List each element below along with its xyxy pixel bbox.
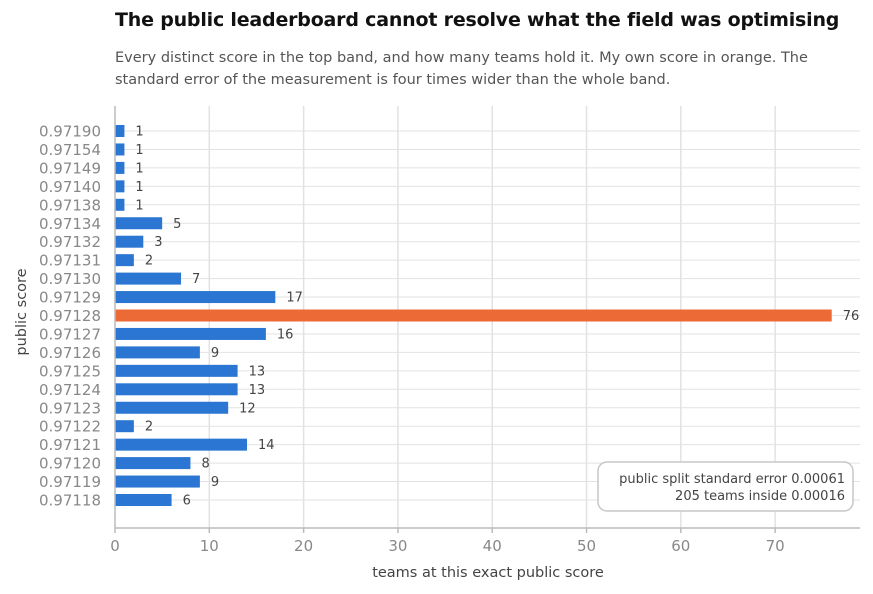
value-label: 1 — [135, 180, 143, 195]
x-tick-label: 20 — [294, 537, 313, 555]
y-tick-label: 0.97129 — [39, 289, 101, 307]
bar — [115, 198, 125, 211]
y-tick-label: 0.97120 — [39, 455, 101, 473]
x-tick-label: 0 — [110, 537, 120, 555]
x-tick-label: 30 — [388, 537, 407, 555]
value-label: 3 — [154, 235, 162, 250]
value-label: 5 — [173, 217, 181, 232]
annotation-box: public split standard error 0.00061 205 … — [597, 461, 854, 512]
bar — [115, 364, 238, 377]
value-label: 2 — [145, 420, 153, 435]
value-label: 9 — [211, 346, 219, 361]
bar — [115, 475, 200, 488]
value-label: 16 — [277, 327, 294, 342]
y-tick-label: 0.97123 — [39, 399, 101, 417]
bar — [115, 420, 134, 433]
bar — [115, 327, 266, 340]
value-label: 1 — [135, 143, 143, 158]
bar — [115, 291, 276, 304]
bar — [115, 254, 134, 267]
y-tick-label: 0.97132 — [39, 233, 101, 251]
bar — [115, 494, 172, 506]
value-label: 17 — [286, 291, 303, 306]
annotation-line-1: public split standard error 0.00061 — [619, 472, 845, 487]
bar — [115, 235, 144, 248]
bars — [115, 125, 832, 506]
value-label: 1 — [135, 198, 143, 213]
value-label: 6 — [183, 494, 191, 509]
value-label: 14 — [258, 438, 275, 453]
chart-subtitle: Every distinct score in the top band, an… — [115, 50, 808, 88]
y-tick-label: 0.97124 — [39, 381, 101, 399]
value-label: 8 — [201, 457, 209, 472]
x-axis-label: teams at this exact public score — [372, 565, 604, 581]
bar — [115, 161, 125, 174]
y-tick-label: 0.97125 — [39, 362, 101, 380]
y-tick-label: 0.97134 — [39, 215, 101, 233]
x-axis: 0 10 20 30 40 50 60 70 — [110, 106, 860, 555]
y-tick-label: 0.97118 — [39, 492, 101, 510]
y-tick-label: 0.97121 — [39, 436, 101, 454]
value-label: 9 — [211, 475, 219, 490]
bar — [115, 125, 125, 137]
value-label: 13 — [249, 364, 266, 379]
y-tick-label: 0.97149 — [39, 159, 101, 177]
bar — [115, 438, 248, 451]
y-tick-label: 0.97126 — [39, 344, 101, 362]
value-label: 1 — [135, 161, 143, 176]
y-tick-label: 0.97138 — [39, 196, 101, 214]
y-tick-label: 0.97127 — [39, 325, 101, 343]
value-label: 2 — [145, 254, 153, 269]
value-label: 13 — [249, 383, 266, 398]
value-label: 12 — [239, 401, 256, 416]
x-tick-label: 50 — [577, 537, 596, 555]
y-tick-label: 0.97140 — [39, 178, 101, 196]
y-tick-label: 0.97128 — [39, 307, 101, 325]
bar — [115, 401, 229, 414]
y-tick-label: 0.97154 — [39, 141, 101, 159]
value-label: 76 — [843, 309, 860, 324]
bar — [115, 217, 163, 230]
bar — [115, 457, 191, 470]
bar-highlight — [115, 309, 832, 322]
bar — [115, 346, 200, 359]
y-tick-label: 0.97122 — [39, 418, 101, 436]
chart-title: The public leaderboard cannot resolve wh… — [115, 9, 840, 31]
value-label: 1 — [135, 125, 143, 140]
x-tick-label: 60 — [671, 537, 690, 555]
bar — [115, 180, 125, 193]
bar — [115, 383, 238, 396]
y-tick-labels: 0.971900.971540.971490.971400.971380.971… — [39, 123, 101, 510]
bar — [115, 143, 125, 156]
annotation-line-2: 205 teams inside 0.00016 — [675, 489, 845, 504]
y-tick-label: 0.97130 — [39, 270, 101, 288]
y-axis-label: public score — [14, 268, 30, 355]
y-tick-label: 0.97131 — [39, 252, 101, 270]
value-label: 7 — [192, 272, 200, 287]
x-tick-label: 10 — [200, 537, 219, 555]
y-tick-label: 0.97119 — [39, 473, 101, 491]
bar — [115, 272, 182, 285]
y-tick-label: 0.97190 — [39, 123, 101, 141]
x-tick-label: 70 — [766, 537, 785, 555]
x-tick-label: 40 — [483, 537, 502, 555]
